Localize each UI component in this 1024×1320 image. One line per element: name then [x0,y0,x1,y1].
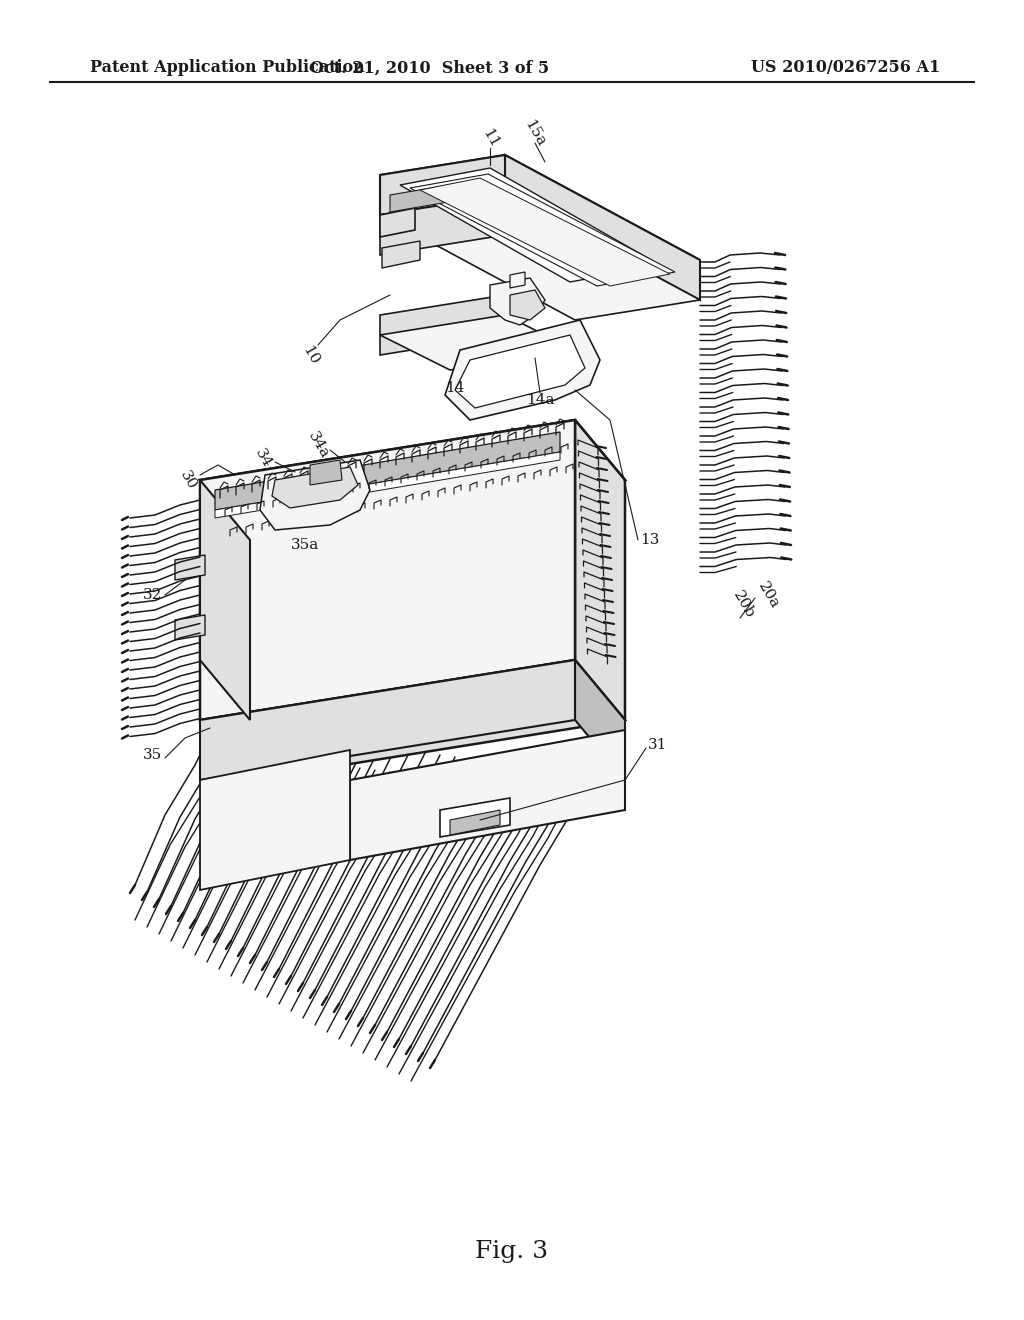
Polygon shape [440,799,510,837]
Polygon shape [410,174,675,286]
Polygon shape [215,451,560,517]
Text: 32: 32 [143,587,163,602]
Text: Patent Application Publication: Patent Application Publication [90,59,365,77]
Text: 15a: 15a [522,117,548,149]
Text: 31: 31 [648,738,668,752]
Text: 20a: 20a [755,579,781,611]
Polygon shape [200,750,350,890]
Polygon shape [380,195,505,255]
Polygon shape [272,467,358,508]
Polygon shape [575,420,625,719]
Polygon shape [505,154,700,300]
Text: 35a: 35a [291,539,319,552]
Polygon shape [300,760,350,861]
Polygon shape [420,178,670,286]
Polygon shape [200,480,250,719]
Text: 14: 14 [445,381,465,395]
Polygon shape [175,554,205,579]
Text: 30: 30 [177,469,199,492]
Text: 14a: 14a [525,393,554,407]
Polygon shape [200,660,575,780]
Polygon shape [380,209,415,238]
Polygon shape [380,195,700,319]
Text: 34: 34 [252,446,273,470]
Polygon shape [455,335,585,408]
Polygon shape [380,315,575,370]
Polygon shape [490,279,545,325]
Polygon shape [575,660,625,780]
Polygon shape [200,660,625,780]
Polygon shape [400,168,660,282]
Polygon shape [510,272,525,288]
Polygon shape [382,242,420,268]
Polygon shape [200,420,625,540]
Polygon shape [380,294,505,355]
Text: 34a: 34a [305,429,331,461]
Polygon shape [260,459,370,531]
Polygon shape [215,432,560,510]
Polygon shape [380,154,505,215]
Polygon shape [350,730,625,861]
Polygon shape [310,459,342,484]
Polygon shape [200,420,575,719]
Polygon shape [510,290,545,319]
Text: US 2010/0267256 A1: US 2010/0267256 A1 [751,59,940,77]
Text: 20b: 20b [730,589,757,622]
Polygon shape [445,319,600,420]
Text: Oct. 21, 2010  Sheet 3 of 5: Oct. 21, 2010 Sheet 3 of 5 [310,59,550,77]
Text: 13: 13 [640,533,659,546]
Polygon shape [380,154,700,280]
Polygon shape [390,183,460,213]
Text: Fig. 3: Fig. 3 [475,1239,549,1263]
Polygon shape [175,615,205,640]
Text: 35: 35 [143,748,163,762]
Polygon shape [450,810,500,836]
Text: 11: 11 [479,125,501,150]
Text: 10: 10 [299,343,321,367]
